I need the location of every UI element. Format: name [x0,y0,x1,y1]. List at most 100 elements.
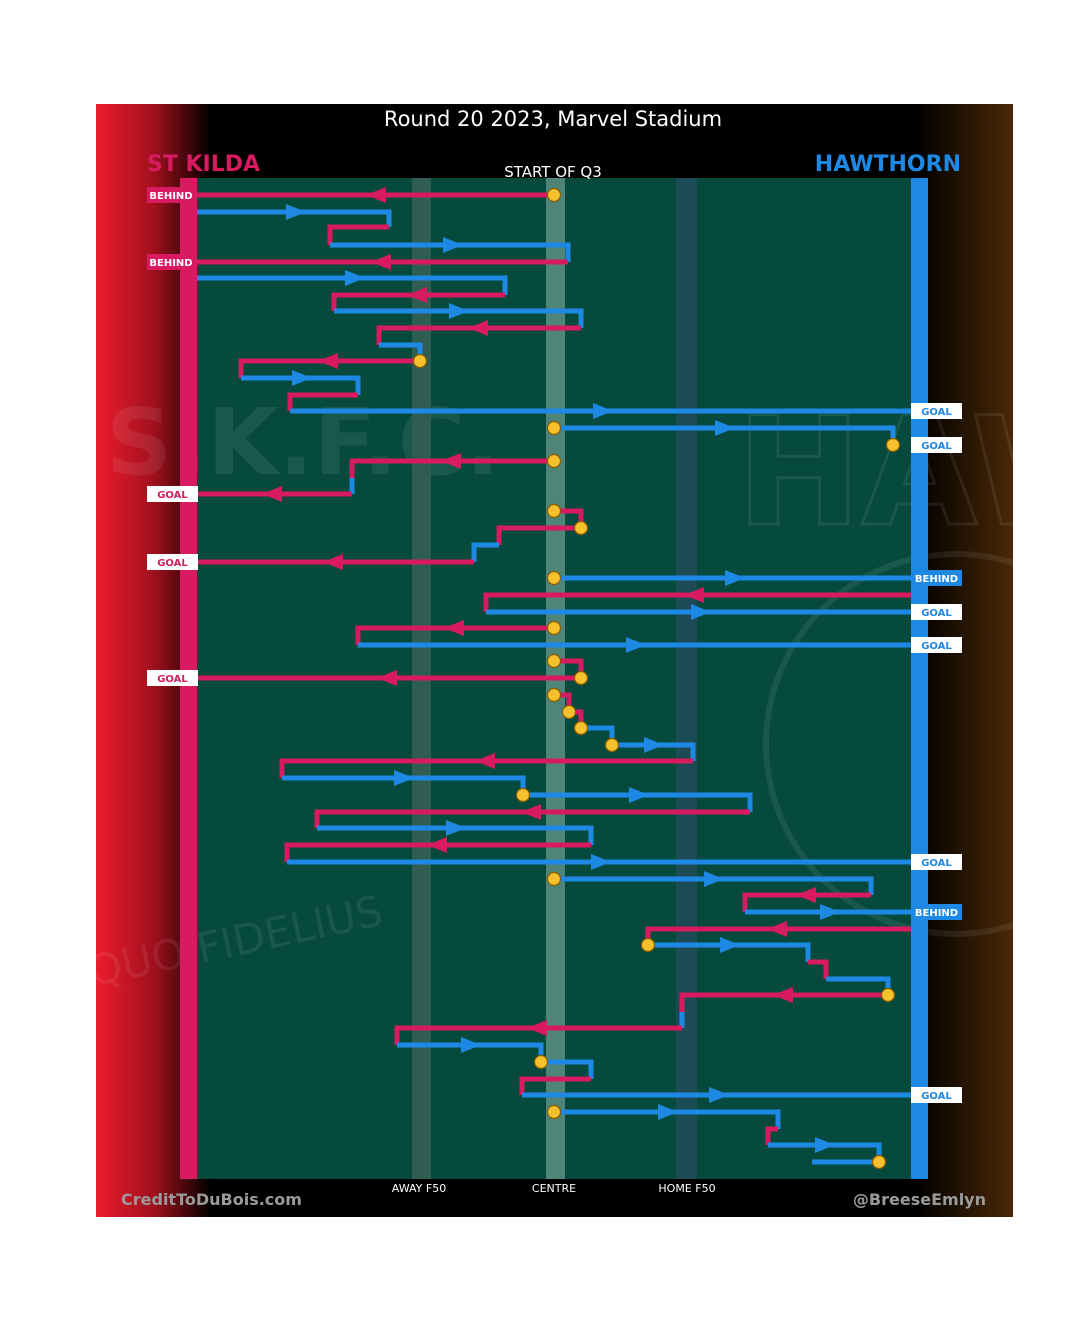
outcome-label-box-2 [147,254,195,270]
direction-arrow-18-1 [262,486,282,502]
stoppage-marker-7 [573,520,589,536]
stoppage-marker-9 [546,620,562,636]
stoppage-markers [412,187,901,1170]
direction-arrow-45-1 [720,937,740,953]
direction-arrow-14-1 [593,403,613,419]
outcome-label-12: BEHIND [915,908,958,919]
chain-segment-45 [648,942,811,962]
stoppage-marker-6 [546,503,562,519]
outcome-label-10: GOAL [157,674,188,685]
chain-arrows [262,187,840,1153]
team-left-name: ST KILDA [147,152,260,177]
chain-segment-9 [376,325,581,345]
axis-label-centre: CENTRE [532,1182,576,1195]
chart-title: Round 20 2023, Marvel Stadium [384,107,722,131]
chain-segment-2 [197,209,392,227]
flow-chart: S.K.F.C. QUO FIDELIUS HAW Round 20 2023,… [96,104,1013,1217]
stoppage-marker-13 [561,704,577,720]
stoppage-marker-12 [546,687,562,703]
stoppage-marker-19 [640,937,656,953]
chain-segment-7 [331,292,505,311]
outcome-label-8: GOAL [921,608,952,619]
direction-arrow-50-1 [527,1020,547,1036]
stoppage-marker-14 [573,720,589,736]
direction-arrow-54-1 [709,1087,729,1103]
right-gradient-band [916,104,1013,1217]
outcome-label-box-6 [147,554,198,570]
chain-segment-34 [279,758,693,778]
stoppage-marker-5 [546,453,562,469]
chain-segment-13 [287,392,358,411]
direction-arrow-41-1 [704,871,724,887]
direction-arrow-43-1 [820,904,840,920]
direction-arrow-16-1 [441,453,461,469]
chain-segment-24 [483,592,911,612]
outcome-label-box-4 [911,437,962,453]
chain-segment-4 [330,242,571,262]
direction-arrow-39-1 [427,837,447,853]
outcome-label-box-3 [911,403,962,419]
direction-arrow-57-1 [815,1137,835,1153]
direction-arrow-11-1 [318,353,338,369]
direction-arrow-7-1 [407,287,427,303]
outcome-label-box-13 [911,1087,962,1103]
chain-segment-46 [808,959,829,979]
chain-segment-3 [327,224,389,245]
direction-arrow-23-1 [725,570,745,586]
outcome-label-4: GOAL [921,441,952,452]
direction-arrow-55-1 [658,1104,678,1120]
direction-arrow-2-1 [286,204,306,220]
outcome-label-6: GOAL [157,558,188,569]
outcome-label-box-9 [911,637,962,653]
outcome-label-7: BEHIND [915,574,958,585]
outcome-label-9: GOAL [921,641,952,652]
direction-arrow-29-1 [377,670,397,686]
outcome-label-box-12 [911,904,962,920]
team-right-name: HAWTHORN [815,152,961,177]
watermark-right-crest [763,551,1013,937]
outcome-label-box-7 [911,570,962,586]
direction-arrow-37-1 [521,804,541,820]
chain-segment-38 [317,825,594,845]
chain-segment-56 [765,1126,778,1145]
chain-segment-21 [471,542,499,562]
stoppage-marker-1 [546,187,562,203]
watermark-left: S.K.F.C. [106,389,500,496]
stoppage-marker-17 [546,871,562,887]
direction-arrow-5-1 [371,254,391,270]
credit-right: @BreeseEmlyn [853,1190,986,1209]
outcome-label-box-5 [147,486,198,502]
chain-segment-50 [394,1025,682,1045]
chain-segment-8 [334,308,584,328]
chain-segment-26 [355,625,554,645]
watermark-right: HAW [736,386,1013,560]
chain-segment-42 [742,892,871,912]
chain-segment-39 [284,842,591,862]
chain-segment-12 [241,375,361,395]
direction-arrow-48-1 [773,987,793,1003]
outcome-label-11: GOAL [921,858,952,869]
stoppage-marker-2 [412,353,428,369]
chain-segment-48 [679,992,888,1012]
direction-arrow-22-1 [323,554,343,570]
chain-segment-55 [554,1109,781,1129]
chain-segment-41 [554,876,874,895]
direction-arrow-26-1 [444,620,464,636]
direction-arrow-44-1 [767,921,787,937]
outcome-label-3: GOAL [921,407,952,418]
chain-segment-16 [349,458,554,478]
direction-arrow-27-1 [626,637,646,653]
axis-label-home-f50: HOME F50 [658,1182,715,1195]
direction-arrow-35-1 [394,770,414,786]
stoppage-marker-20 [533,1054,549,1070]
outcome-label-5: GOAL [157,490,188,501]
direction-arrow-25-1 [691,604,711,620]
direction-arrow-51-1 [461,1037,481,1053]
outcome-label-box-1 [147,187,195,203]
direction-arrow-8-1 [449,303,469,319]
chain-segment-33 [612,742,696,761]
direction-arrow-40-1 [591,854,611,870]
direction-arrow-34-1 [475,753,495,769]
direction-arrow-9-1 [468,320,488,336]
direction-arrow-24-1 [684,587,704,603]
